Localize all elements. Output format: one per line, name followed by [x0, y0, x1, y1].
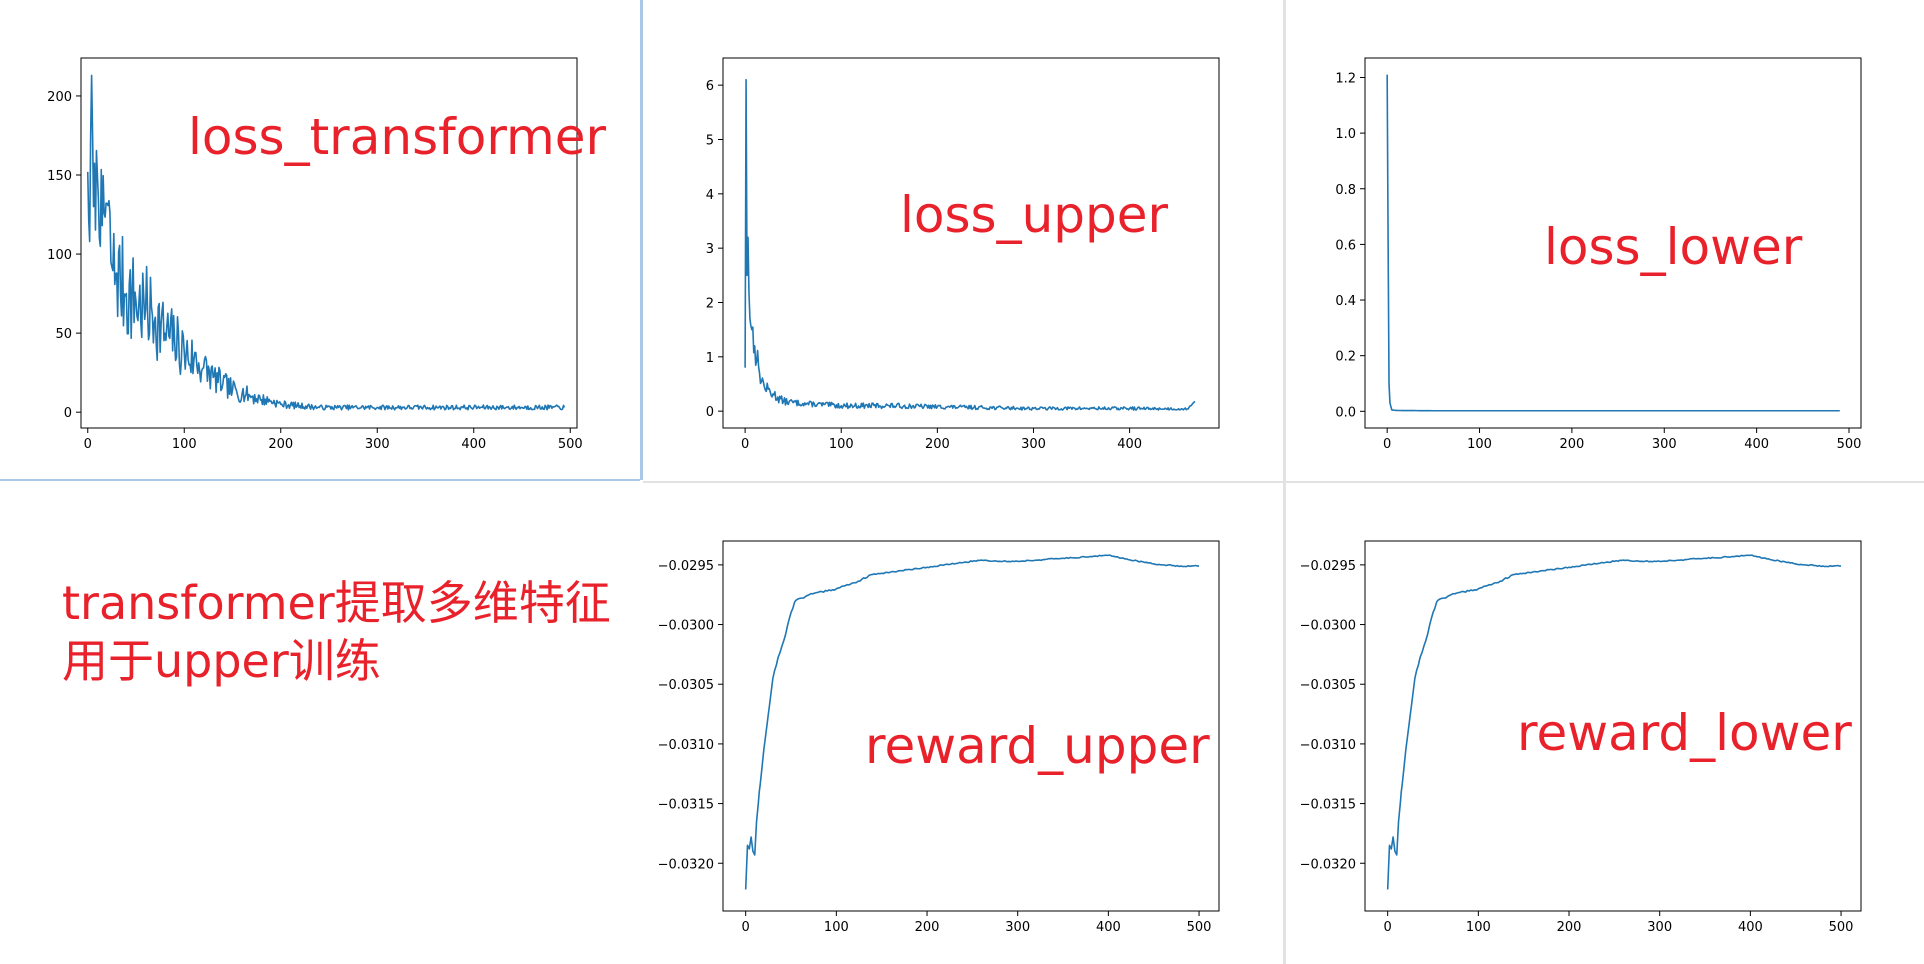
- y-tick-label-p4-0: −0.0320: [658, 857, 714, 872]
- y-tick-label-p3-5: 1.0: [1335, 127, 1356, 142]
- y-tick-label-p2-0: 0: [706, 405, 714, 420]
- x-tick-label-p5-4: 400: [1738, 920, 1763, 935]
- chart-reward-lower: 0 100 200 300 400 500 −0.0320 −0.0315 −0.0310 −0.…: [1300, 540, 1862, 935]
- x-tick-label-p3-2: 200: [1559, 437, 1584, 452]
- y-tick-label-p5-4: −0.0300: [1300, 619, 1356, 634]
- x-tick-label-p3-0: 0: [1383, 437, 1391, 452]
- y-tick-label-p2-3: 3: [706, 242, 714, 257]
- x-tick-label-p5-1: 100: [1466, 920, 1491, 935]
- x-tick-label-p3-4: 400: [1744, 437, 1769, 452]
- x-tick-label-p2-4: 400: [1117, 437, 1142, 452]
- y-tick-label-p2-1: 1: [706, 351, 714, 366]
- x-tick-label-p4-1: 100: [824, 920, 849, 935]
- chart-annotation-loss-upper: loss_upper: [900, 186, 1169, 244]
- y-tick-label-p1-0: 0: [64, 406, 72, 421]
- x-tick-label-p3-5: 500: [1837, 437, 1862, 452]
- chart-annotation-reward-lower: reward_lower: [1517, 704, 1852, 762]
- y-tick-label-p5-0: −0.0320: [1300, 857, 1356, 872]
- x-tick-label-p1-0: 0: [84, 437, 92, 452]
- x-tick-label-p4-2: 200: [915, 920, 940, 935]
- chart-reward-upper: 0 100 200 300 400 500 −0.0320 −0.0315 −0.0310 −0.…: [658, 540, 1220, 935]
- x-tick-label-p5-5: 500: [1829, 920, 1854, 935]
- x-tick-label-p5-2: 200: [1557, 920, 1582, 935]
- x-tick-label-p4-4: 400: [1096, 920, 1121, 935]
- caption-line-1: transformer提取多维特征: [62, 576, 611, 630]
- y-tick-label-p1-1: 50: [55, 327, 72, 342]
- y-tick-label-p3-4: 0.8: [1335, 183, 1356, 198]
- chart-loss-transformer: 0 100 200 300 400 500 0 50 100 150 200: [47, 57, 583, 452]
- y-tick-label-p3-6: 1.2: [1335, 71, 1356, 86]
- divider-vertical-left: [640, 0, 643, 480]
- x-tick-label-p3-1: 100: [1467, 437, 1492, 452]
- caption-line-2: 用于upper训练: [62, 634, 381, 688]
- x-tick-label-p2-3: 300: [1021, 437, 1046, 452]
- x-tick-label-p1-2: 200: [268, 437, 293, 452]
- y-tick-label-p5-1: −0.0315: [1300, 798, 1356, 813]
- y-tick-label-p4-3: −0.0305: [658, 678, 714, 693]
- chart-panel-loss-upper: 0 100 200 300 400 0 1 2 3 4 5 6 loss_upper: [643, 0, 1283, 480]
- divider-horizontal-right: [643, 481, 1924, 483]
- caption-text: transformer提取多维特征 用于upper训练: [62, 574, 611, 690]
- chart-loss-lower: 0 100 200 300 400 500 0.0 0.2 0.4 0.6 0.8 1.0 1.2: [1335, 57, 1862, 452]
- plot-frame-p3: [1364, 57, 1862, 429]
- chart-panel-loss-transformer: 0 100 200 300 400 500 0 50 100 150 200 loss_transf…: [0, 0, 640, 480]
- y-tick-label-p3-1: 0.2: [1335, 350, 1356, 365]
- x-tick-label-p4-3: 300: [1005, 920, 1030, 935]
- series-line-p2-0: [744, 78, 1196, 411]
- y-tick-label-p1-2: 100: [47, 248, 72, 263]
- chart-annotation-loss-lower: loss_lower: [1544, 218, 1803, 276]
- chart-panel-loss-lower: 0 100 200 300 400 500 0.0 0.2 0.4 0.6 0.8 1.0 1.2 lo…: [1286, 0, 1924, 480]
- x-tick-label-p2-2: 200: [925, 437, 950, 452]
- y-tick-label-p3-2: 0.4: [1335, 294, 1356, 309]
- x-tick-label-p4-0: 0: [742, 920, 750, 935]
- series-line-p3-0: [1386, 74, 1840, 412]
- y-tick-label-p4-5: −0.0295: [658, 559, 714, 574]
- y-tick-label-p4-1: −0.0315: [658, 798, 714, 813]
- x-tick-label-p1-4: 400: [461, 437, 486, 452]
- divider-horizontal: [0, 479, 640, 481]
- chart-panel-reward-lower: 0 100 200 300 400 500 −0.0320 −0.0315 −0.0310 −0.…: [1286, 483, 1924, 964]
- x-tick-label-p4-5: 500: [1187, 920, 1212, 935]
- chart-annotation-reward-upper: reward_upper: [865, 717, 1210, 775]
- chart-panel-reward-upper: 0 100 200 300 400 500 −0.0320 −0.0315 −0.0310 −0.…: [643, 483, 1283, 964]
- y-tick-label-p4-2: −0.0310: [658, 738, 714, 753]
- y-tick-label-p3-3: 0.6: [1335, 238, 1356, 253]
- plot-frame-p4: [722, 540, 1220, 912]
- y-tick-label-p2-5: 5: [706, 133, 714, 148]
- x-tick-label-p3-3: 300: [1652, 437, 1677, 452]
- y-tick-label-p4-4: −0.0300: [658, 619, 714, 634]
- y-tick-label-p2-2: 2: [706, 296, 714, 311]
- plot-frame-p2: [722, 57, 1220, 429]
- x-tick-label-p5-0: 0: [1384, 920, 1392, 935]
- y-tick-label-p5-5: −0.0295: [1300, 559, 1356, 574]
- x-tick-label-p5-3: 300: [1647, 920, 1672, 935]
- y-tick-label-p1-3: 150: [47, 169, 72, 184]
- series-line-p1-0: [86, 74, 566, 411]
- plot-frame-p1: [80, 57, 578, 429]
- chart-annotation-loss-transformer: loss_transformer: [188, 108, 607, 166]
- y-tick-label-p2-6: 6: [706, 79, 714, 94]
- series-line-p5-0: [1386, 554, 1842, 890]
- x-tick-label-p1-5: 500: [558, 437, 583, 452]
- y-tick-label-p2-4: 4: [706, 188, 714, 203]
- y-tick-label-p5-2: −0.0310: [1300, 738, 1356, 753]
- x-tick-label-p1-1: 100: [172, 437, 197, 452]
- x-tick-label-p2-1: 100: [829, 437, 854, 452]
- x-tick-label-p2-0: 0: [741, 437, 749, 452]
- plot-frame-p5: [1364, 540, 1862, 912]
- chart-loss-upper: 0 100 200 300 400 0 1 2 3 4 5 6: [706, 57, 1220, 452]
- series-line-p4-0: [744, 554, 1200, 890]
- y-tick-label-p5-3: −0.0305: [1300, 678, 1356, 693]
- y-tick-label-p1-4: 200: [47, 90, 72, 105]
- x-tick-label-p1-3: 300: [365, 437, 390, 452]
- y-tick-label-p3-0: 0.0: [1335, 405, 1356, 420]
